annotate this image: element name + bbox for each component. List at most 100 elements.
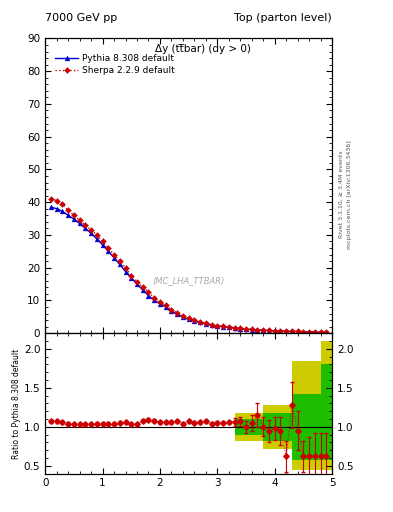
Pythia 8.308 default [158,301,162,307]
Sherpa 2.2.9 default [301,329,306,335]
Pythia 8.308 default [118,261,122,267]
Sherpa 2.2.9 default [272,328,277,334]
Sherpa 2.2.9 default [106,245,111,251]
Pythia 8.308 default [221,324,226,330]
Sherpa 2.2.9 default [49,196,53,202]
Pythia 8.308 default [180,314,185,320]
Pythia 8.308 default [215,323,220,329]
Pythia 8.308 default [290,328,294,334]
Pythia 8.308 default [129,274,134,281]
Sherpa 2.2.9 default [186,315,191,322]
Pythia 8.308 default [284,328,288,334]
Pythia 8.308 default [295,329,300,335]
Pythia 8.308 default [123,269,128,275]
Pythia 8.308 default [175,311,180,317]
Sherpa 2.2.9 default [118,258,122,264]
Pythia 8.308 default [66,212,70,218]
Pythia 8.308 default [72,216,76,222]
Sherpa 2.2.9 default [112,251,116,258]
Text: Δy (tt̅bar) (dy > 0): Δy (tt̅bar) (dy > 0) [155,45,251,54]
Sherpa 2.2.9 default [204,321,208,327]
Pythia 8.308 default [209,322,214,328]
Pythia 8.308 default [112,255,116,261]
Pythia 8.308 default [135,281,140,287]
Pythia 8.308 default [278,328,283,334]
Sherpa 2.2.9 default [266,327,271,333]
Line: Pythia 8.308 default: Pythia 8.308 default [48,205,329,335]
Pythia 8.308 default [255,327,260,333]
Pythia 8.308 default [83,225,88,231]
Sherpa 2.2.9 default [198,318,202,325]
Pythia 8.308 default [307,329,312,335]
Sherpa 2.2.9 default [295,328,300,334]
Sherpa 2.2.9 default [180,313,185,319]
Text: Rivet 3.1.10, ≥ 3.4M events: Rivet 3.1.10, ≥ 3.4M events [339,151,344,239]
Pythia 8.308 default [266,328,271,334]
Sherpa 2.2.9 default [100,239,105,245]
Sherpa 2.2.9 default [175,310,180,316]
Sherpa 2.2.9 default [192,317,197,323]
Sherpa 2.2.9 default [318,329,323,335]
Sherpa 2.2.9 default [140,284,145,290]
Pythia 8.308 default [163,304,168,310]
Sherpa 2.2.9 default [290,328,294,334]
Text: Top (parton level): Top (parton level) [234,13,332,23]
Pythia 8.308 default [100,242,105,248]
Sherpa 2.2.9 default [215,323,220,329]
Pythia 8.308 default [198,319,202,326]
Sherpa 2.2.9 default [83,222,88,228]
Sherpa 2.2.9 default [255,327,260,333]
Pythia 8.308 default [54,206,59,212]
Sherpa 2.2.9 default [238,325,242,331]
Sherpa 2.2.9 default [324,329,329,335]
Pythia 8.308 default [250,327,254,333]
Pythia 8.308 default [186,316,191,323]
Pythia 8.308 default [94,236,99,242]
Sherpa 2.2.9 default [261,327,266,333]
Pythia 8.308 default [261,327,266,333]
Pythia 8.308 default [244,326,248,332]
Sherpa 2.2.9 default [163,302,168,308]
Sherpa 2.2.9 default [66,207,70,214]
Sherpa 2.2.9 default [169,307,174,313]
Legend: Pythia 8.308 default, Sherpa 2.2.9 default: Pythia 8.308 default, Sherpa 2.2.9 defau… [53,52,178,78]
Text: mcplots.cern.ch [arXiv:1306.3436]: mcplots.cern.ch [arXiv:1306.3436] [347,140,352,249]
Pythia 8.308 default [312,329,317,335]
Pythia 8.308 default [169,308,174,314]
Sherpa 2.2.9 default [158,299,162,305]
Sherpa 2.2.9 default [284,328,288,334]
Sherpa 2.2.9 default [312,329,317,335]
Pythia 8.308 default [226,324,231,330]
Sherpa 2.2.9 default [244,326,248,332]
Pythia 8.308 default [77,220,82,226]
Sherpa 2.2.9 default [72,212,76,218]
Pythia 8.308 default [238,326,242,332]
Pythia 8.308 default [106,248,111,254]
Sherpa 2.2.9 default [307,329,312,335]
Sherpa 2.2.9 default [94,232,99,238]
Sherpa 2.2.9 default [232,325,237,331]
Sherpa 2.2.9 default [226,324,231,330]
Pythia 8.308 default [60,208,65,215]
Sherpa 2.2.9 default [250,326,254,332]
Pythia 8.308 default [146,292,151,298]
Sherpa 2.2.9 default [278,328,283,334]
Sherpa 2.2.9 default [152,295,156,301]
Pythia 8.308 default [301,329,306,335]
Text: (MC_LHA_TTBAR): (MC_LHA_TTBAR) [152,275,225,285]
Sherpa 2.2.9 default [129,273,134,279]
Sherpa 2.2.9 default [221,323,226,329]
Pythia 8.308 default [89,230,94,237]
Pythia 8.308 default [192,317,197,324]
Pythia 8.308 default [318,329,323,335]
Sherpa 2.2.9 default [135,280,140,286]
Pythia 8.308 default [272,328,277,334]
Text: 7000 GeV pp: 7000 GeV pp [45,13,118,23]
Pythia 8.308 default [232,325,237,331]
Y-axis label: Ratio to Pythia 8.308 default: Ratio to Pythia 8.308 default [12,348,21,459]
Pythia 8.308 default [140,287,145,293]
Sherpa 2.2.9 default [77,217,82,223]
Sherpa 2.2.9 default [123,265,128,271]
Sherpa 2.2.9 default [54,198,59,204]
Pythia 8.308 default [324,329,329,335]
